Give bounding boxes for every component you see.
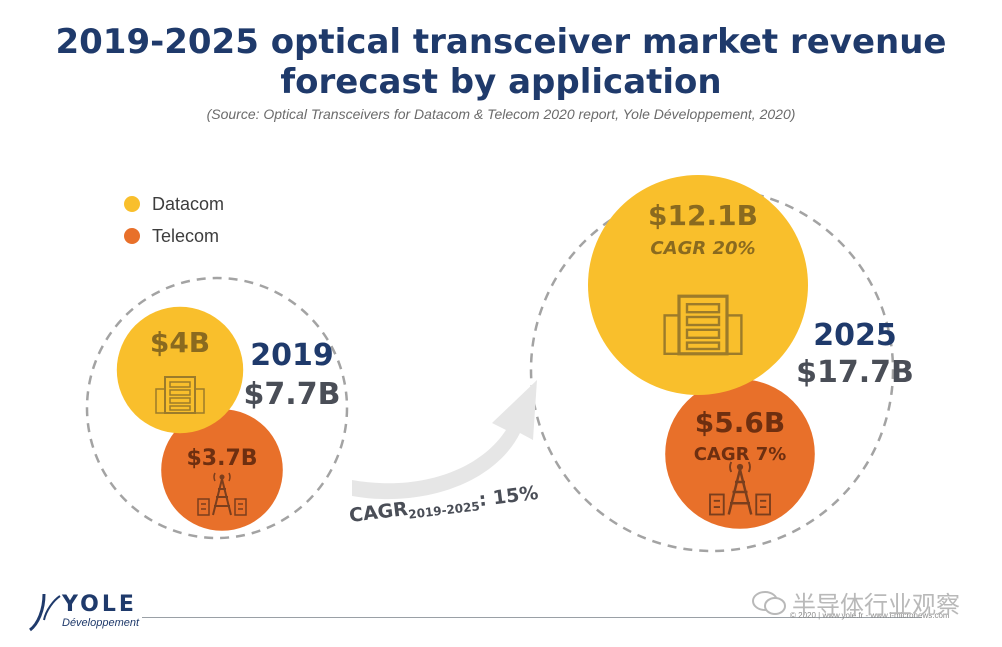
watermark: 半导体行业观察 — [752, 585, 960, 620]
cagr-value: : 15% — [478, 482, 540, 511]
chat-bubbles-icon — [752, 590, 786, 615]
group-outline-2019 — [85, 276, 349, 540]
watermark-text: 半导体行业观察 — [792, 591, 960, 619]
growth-arrow — [352, 380, 537, 500]
legend-label-datacom: Datacom — [152, 193, 225, 214]
title-line-1: 2019-2025 optical transceiver market rev… — [55, 22, 947, 62]
total-2019: $7.7B — [244, 377, 341, 412]
cagr-2025-telecom: CAGR 7% — [694, 444, 787, 465]
legend-swatch-telecom — [124, 228, 140, 244]
label-2025-datacom: $12.1B — [648, 199, 758, 232]
title-line-2: forecast by application — [280, 62, 722, 102]
bubble-2019-datacom — [116, 306, 244, 434]
year-2025: 2025 — [813, 318, 897, 353]
cagr-2025-datacom: CAGR 20% — [650, 238, 755, 259]
year-2019: 2019 — [250, 338, 334, 373]
chart-title: 2019-2025 optical transceiver market rev… — [0, 22, 1002, 102]
label-2025-telecom: $5.6B — [695, 406, 785, 439]
label-2019-datacom: $4B — [150, 326, 210, 359]
yole-logo-icon — [29, 593, 61, 632]
total-2025: $17.7B — [796, 355, 914, 390]
legend: Datacom Telecom — [124, 188, 224, 252]
logo-subtitle: Développement — [62, 617, 140, 629]
label-2019-telecom: $3.7B — [186, 446, 257, 471]
legend-item-telecom: Telecom — [124, 220, 224, 252]
legend-label-telecom: Telecom — [152, 225, 220, 246]
source-note: (Source: Optical Transceivers for Dataco… — [206, 106, 796, 122]
copyright: © 2020 | www.yole.fr - www.i-micronews.c… — [790, 611, 950, 620]
cagr-period: 2019-2025 — [408, 499, 481, 522]
bubble-2019-telecom — [161, 409, 283, 531]
footer-divider — [142, 617, 922, 618]
legend-item-datacom: Datacom — [124, 188, 224, 220]
bubble-2025-telecom — [665, 379, 815, 529]
bubble-2025-datacom — [588, 175, 808, 395]
cagr-prefix: CAGR — [348, 498, 409, 527]
logo-name: YOLE — [62, 592, 137, 617]
legend-swatch-datacom — [124, 196, 140, 212]
